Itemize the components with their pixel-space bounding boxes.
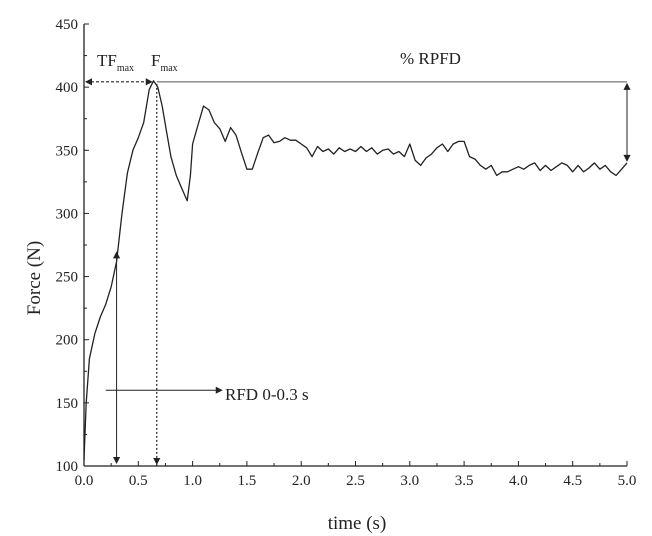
y-tick-label: 100 <box>56 459 79 475</box>
force-curve <box>83 80 628 460</box>
annotation-f-max: Fmax <box>151 51 178 74</box>
arrow-head <box>215 386 223 394</box>
x-tick-label: 1.5 <box>238 473 257 489</box>
y-axis-title: Force (N) <box>24 241 45 315</box>
y-tick-label: 250 <box>56 270 79 286</box>
x-tick-label: 4.0 <box>509 473 528 489</box>
annotation-tf-max: TFmax <box>97 51 134 74</box>
x-tick-label: 3.0 <box>400 473 419 489</box>
x-tick-label: 5.0 <box>618 473 637 489</box>
y-tick-label: 300 <box>56 206 79 222</box>
arrow-head <box>623 154 631 162</box>
plot-area: 0.0 0.5 1.0 1.5 2.0 2.5 3.0 3.5 4.0 4.5 5.0 100 150 2… <box>56 17 637 489</box>
x-axis-title: time (s) <box>328 513 387 534</box>
x-tick-label: 0.5 <box>129 473 148 489</box>
arrow-head <box>113 251 121 259</box>
arrow-head <box>623 82 631 90</box>
x-tick-label: 4.5 <box>563 473 582 489</box>
y-tick-label: 200 <box>56 333 79 349</box>
arrow-head <box>85 78 92 86</box>
x-tick-label: 1.0 <box>183 473 202 489</box>
x-tick-label: 0.0 <box>75 473 94 489</box>
x-tick-label: 2.5 <box>346 473 365 489</box>
x-tick-label: 3.5 <box>455 473 474 489</box>
annotation-rfd: RFD 0-0.3 s <box>225 385 309 404</box>
arrow-head <box>145 78 153 86</box>
y-tick-label: 450 <box>56 17 79 33</box>
arrow-head <box>153 458 161 465</box>
chart-marks <box>83 78 631 466</box>
annotation-layer: TFmax Fmax % RPFD RFD 0-0.3 s <box>97 49 461 404</box>
arrow-head <box>113 457 121 464</box>
annotation-rpfd: % RPFD <box>400 49 461 68</box>
y-tick-label: 350 <box>56 143 79 159</box>
y-tick-label: 400 <box>56 80 79 96</box>
x-tick-label: 2.0 <box>292 473 311 489</box>
y-tick-label: 150 <box>56 396 79 412</box>
